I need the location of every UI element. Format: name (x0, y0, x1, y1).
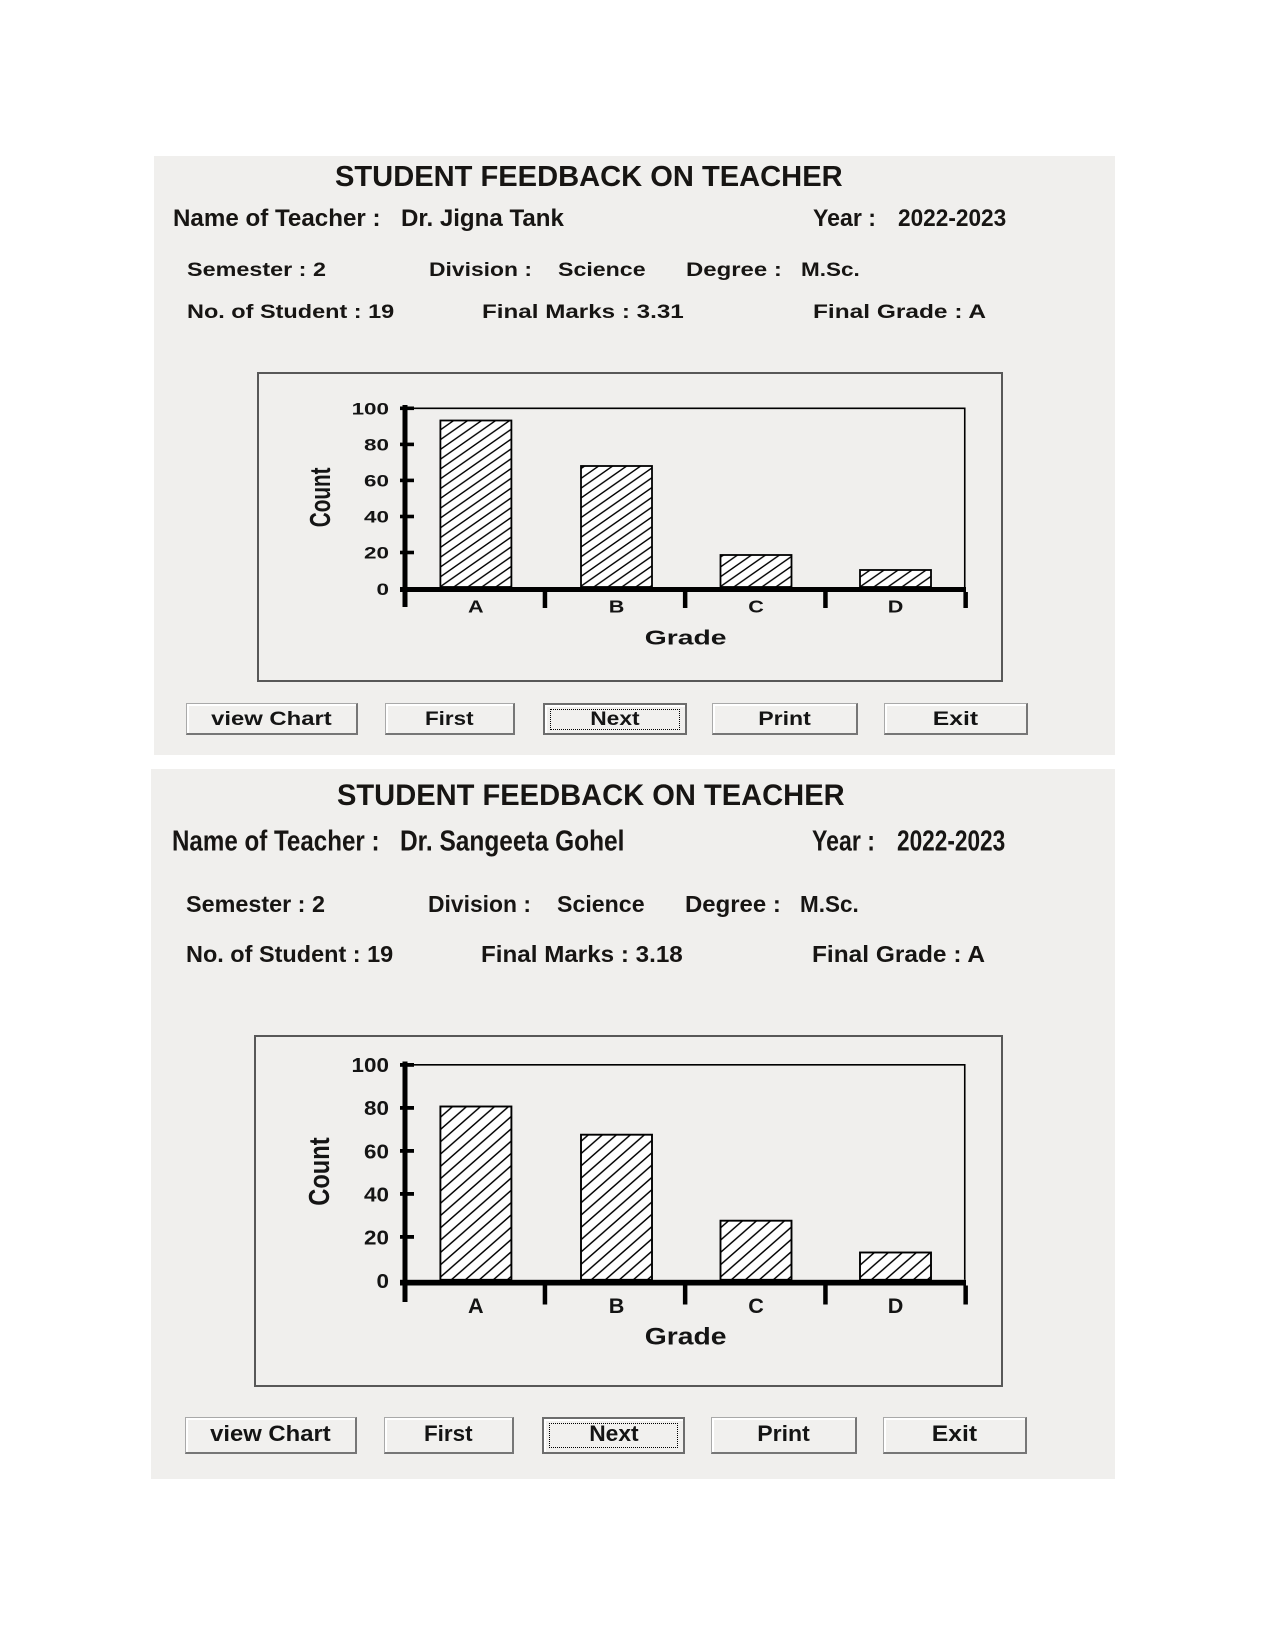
svg-text:Grade: Grade (645, 627, 727, 649)
svg-text:60: 60 (364, 1140, 389, 1163)
svg-text:C: C (748, 1294, 764, 1318)
svg-text:A: A (468, 1294, 484, 1318)
svg-text:100: 100 (352, 1054, 389, 1077)
svg-text:40: 40 (364, 1183, 389, 1206)
svg-text:80: 80 (364, 1097, 389, 1120)
svg-text:80: 80 (364, 436, 389, 455)
svg-text:Count: Count (303, 1137, 336, 1206)
svg-text:Count: Count (305, 467, 337, 527)
svg-text:C: C (748, 597, 764, 617)
svg-text:B: B (609, 597, 625, 617)
svg-text:60: 60 (364, 472, 389, 491)
svg-text:0: 0 (377, 580, 389, 599)
svg-text:D: D (888, 597, 904, 617)
svg-text:D: D (888, 1294, 904, 1318)
svg-text:Grade: Grade (645, 1322, 727, 1350)
svg-text:40: 40 (364, 508, 389, 527)
svg-text:A: A (468, 597, 484, 617)
svg-text:20: 20 (364, 544, 389, 563)
svg-text:20: 20 (364, 1226, 389, 1249)
svg-text:100: 100 (352, 400, 389, 419)
svg-text:0: 0 (377, 1270, 389, 1293)
svg-text:B: B (609, 1294, 625, 1318)
